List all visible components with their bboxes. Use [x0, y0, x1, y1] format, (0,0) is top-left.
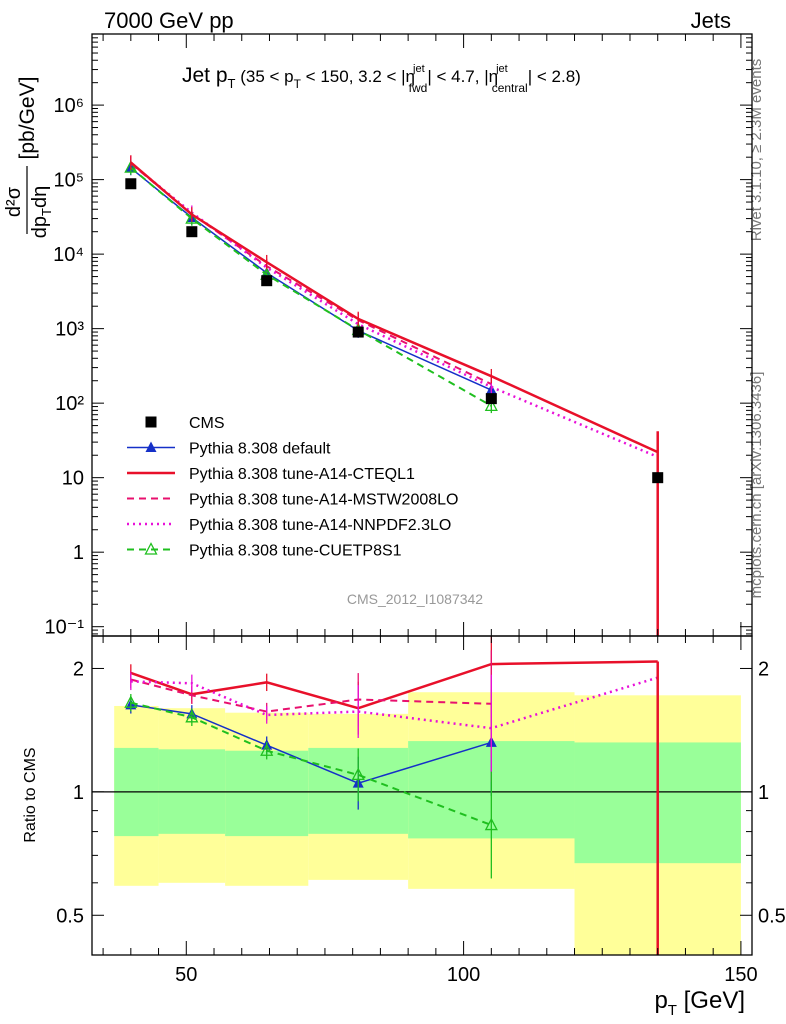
ylabel-unit: [pb/GeV] — [16, 77, 39, 160]
main-point-5-1 — [185, 211, 199, 224]
legend-label-5: Pythia 8.308 tune-CUETP8S1 — [189, 543, 402, 560]
title-sup1: jet — [412, 63, 425, 75]
main-point-cms-1 — [186, 226, 198, 238]
xlabel-p: p — [654, 987, 667, 1014]
ratio-frame — [91, 635, 753, 956]
ylabel-den-sub: T — [39, 208, 54, 216]
title-jet-sub: T — [228, 76, 236, 91]
ylabel-den: dp — [29, 216, 51, 238]
ratio-xtick-label-1: 100 — [447, 964, 480, 986]
main-ytick-label-7: 10⁶ — [54, 95, 84, 117]
title-fwd: fwd — [409, 81, 428, 95]
svg-text:d²σ: d²σ — [3, 186, 25, 217]
title-central: central — [492, 81, 528, 95]
main-plot-layer — [124, 155, 664, 636]
ratio-bands-layer — [92, 692, 752, 955]
ratio-point-4-3 — [351, 767, 365, 781]
title-sup2: jet — [495, 63, 508, 75]
main-point-cms-3 — [352, 326, 364, 338]
ratio-band-stat-2 — [225, 750, 309, 837]
x-axis-label: pT [GeV] — [654, 987, 745, 1019]
main-point-5-4 — [484, 398, 498, 412]
legend-label-2: Pythia 8.308 tune-A14-CTEQL1 — [189, 466, 415, 483]
legend-marker-1 — [145, 441, 157, 452]
header-right: Jets — [691, 8, 731, 33]
main-ytick-label-5: 10⁴ — [53, 244, 84, 266]
main-line-3 — [130, 162, 492, 386]
title-close: | < 2.8) — [528, 67, 581, 86]
rivet-label: Rivet 3.1.10, ≥ 2.3M events — [748, 59, 765, 242]
legend-marker-0 — [145, 416, 157, 428]
main-point-cms-5 — [652, 472, 664, 484]
ratio-ytick-label-right-0: 0.5 — [758, 905, 786, 927]
ratio-ytick-label-left-2: 2 — [73, 658, 84, 680]
legend-label-3: Pythia 8.308 tune-A14-MSTW2008LO — [189, 492, 458, 509]
y-axis-label: d²σ dpTdη [pb/GeV] — [3, 77, 54, 239]
ratio-y-axis-label: Ratio to CMS — [22, 747, 39, 842]
main-point-5-0 — [124, 160, 138, 173]
title-jet: Jet p — [182, 64, 228, 87]
legend: CMS Pythia 8.308 default Pythia 8.308 tune… — [127, 415, 458, 560]
main-point-cms-4 — [485, 393, 497, 405]
ratio-point-4-2 — [260, 743, 274, 756]
ratio-xtick-label-2: 150 — [724, 964, 757, 986]
ratio-ytick-label-left-1: 1 — [73, 782, 84, 804]
ratio-ytick-label-left-0: 0.5 — [56, 905, 84, 927]
main-ytick-label-4: 10³ — [55, 319, 84, 341]
main-ytick-label-2: 10 — [62, 468, 84, 490]
main-point-cms-2 — [261, 275, 273, 287]
ratio-point-4-0 — [124, 695, 138, 708]
legend-label-0: CMS — [189, 415, 225, 432]
xlabel-unit: [GeV] — [677, 987, 745, 1014]
ratio-point-4-1 — [185, 709, 199, 723]
ylabel-den-end: dη — [29, 186, 51, 208]
main-line-5 — [130, 166, 492, 407]
ratio-ytick-label-right-1: 1 — [758, 782, 769, 804]
ratio-line-2 — [130, 678, 492, 713]
ratio-point-4-4 — [484, 817, 498, 831]
main-ytick-label-3: 10² — [55, 393, 84, 415]
legend-marker-5 — [144, 542, 158, 555]
ratio-line-1 — [130, 660, 658, 710]
title-mid: < 150, 3.2 < |η — [301, 67, 415, 86]
title-open-sub: T — [294, 77, 302, 91]
title-open: (35 < p — [235, 67, 293, 86]
axes-layer: 10⁻¹ 1 10 10² 10³ 10⁴ 10⁵ 10⁶ 50 100 150 0.5 0.5 1 1 2 2 — [45, 33, 786, 986]
title-mid2: | < 4.7, |η — [427, 67, 498, 86]
analysis-watermark: CMS_2012_I1087342 — [347, 591, 483, 607]
legend-label-1: Pythia 8.308 default — [189, 441, 331, 458]
main-ytick-label-1: 1 — [73, 542, 84, 564]
main-point-cms-0 — [125, 178, 137, 190]
chart-title: Jet pT (35 < pT < 150, 3.2 < |ηjet fwd| <… — [182, 63, 581, 95]
ratio-plot-layer — [124, 636, 659, 955]
ylabel-num: d²σ — [3, 186, 25, 217]
svg-text:dpTdη: dpTdη — [29, 186, 54, 238]
legend-label-4: Pythia 8.308 tune-A14-NNPDF2.3LO — [189, 517, 451, 534]
xlabel-sub: T — [668, 1002, 677, 1019]
ratio-ytick-label-right-2: 2 — [758, 658, 769, 680]
main-line-4 — [130, 162, 659, 459]
ratio-xtick-label-0: 50 — [175, 964, 197, 986]
header-left: 7000 GeV pp — [104, 8, 234, 33]
main-ytick-label-0: 10⁻¹ — [45, 617, 85, 639]
ratio-line-3 — [130, 676, 659, 730]
main-line-2 — [130, 161, 659, 454]
main-ytick-label-6: 10⁵ — [53, 170, 84, 192]
main-line-1 — [130, 167, 492, 391]
